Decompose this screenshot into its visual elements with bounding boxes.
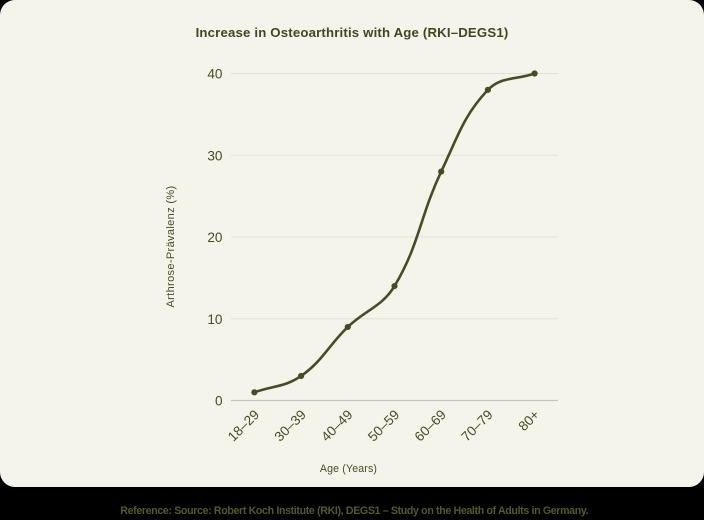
svg-text:10: 10	[207, 312, 223, 327]
svg-text:Arthrose-Prävalenz (%): Arthrose-Prävalenz (%)	[165, 185, 177, 307]
svg-text:30–39: 30–39	[272, 407, 309, 444]
svg-text:40: 40	[207, 67, 223, 82]
svg-text:Age (Years): Age (Years)	[320, 463, 377, 475]
svg-text:50–59: 50–59	[365, 407, 402, 444]
svg-text:70–79: 70–79	[458, 407, 495, 444]
svg-text:30: 30	[207, 148, 223, 163]
svg-text:0: 0	[215, 394, 223, 409]
svg-text:20: 20	[207, 230, 223, 245]
svg-text:18–29: 18–29	[225, 407, 262, 444]
svg-text:80+: 80+	[516, 407, 543, 434]
svg-text:40–49: 40–49	[318, 407, 355, 444]
svg-text:60–69: 60–69	[412, 407, 449, 444]
svg-text:Increase in Osteoarthritis wit: Increase in Osteoarthritis with Age (RKI…	[196, 25, 509, 40]
